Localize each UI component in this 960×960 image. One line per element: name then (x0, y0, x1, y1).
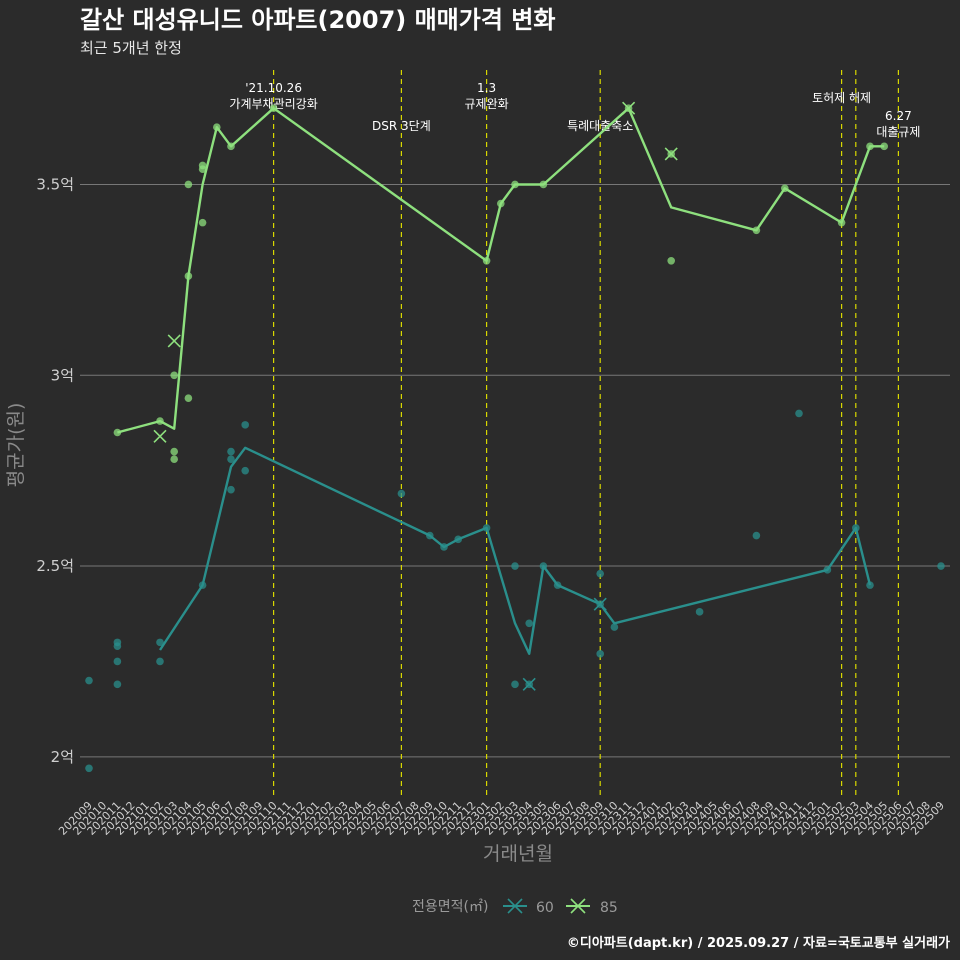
data-point-60 (539, 562, 548, 570)
cross-marker-85 (664, 147, 678, 161)
chart-title: 갈산 대성유니드 아파트(2007) 매매가격 변화 (80, 6, 555, 34)
y-tick-label: 2.5억 (36, 557, 74, 575)
cross-marker-60 (593, 597, 607, 611)
data-point-85 (752, 226, 761, 235)
data-point-60 (553, 581, 562, 589)
data-point-85 (113, 428, 122, 437)
data-point-85 (170, 455, 178, 464)
data-point-60 (156, 657, 164, 666)
data-series (85, 101, 945, 773)
data-point-85 (482, 256, 491, 265)
legend: 전용면적(㎡) 60 85 (412, 898, 618, 916)
data-point-85 (213, 123, 221, 132)
y-axis-ticks: 2억 2.5억 3억 3.5억 (36, 175, 74, 765)
gridlines (80, 183, 950, 758)
data-point-60 (241, 421, 249, 429)
event-label: 특례대출축소 (567, 119, 633, 133)
data-point-60 (198, 581, 207, 589)
data-point-60 (610, 623, 619, 631)
data-point-60 (454, 535, 463, 544)
data-point-60 (866, 581, 874, 589)
data-point-85 (184, 180, 193, 189)
cross-marker-60 (522, 677, 536, 691)
cross-marker-85 (153, 429, 167, 443)
y-axis-title: 평균가(원) (5, 403, 27, 488)
data-point-60 (752, 531, 761, 540)
data-point-85 (269, 104, 278, 112)
legend-key-cross-60 (507, 898, 523, 914)
data-point-60 (525, 619, 533, 628)
data-point-85 (781, 184, 789, 193)
data-point-60 (397, 489, 406, 498)
data-point-85 (866, 142, 874, 151)
data-point-85 (511, 180, 519, 189)
data-point-85 (184, 272, 193, 280)
event-label: 가계부채관리강화 (229, 97, 317, 111)
data-point-60 (426, 531, 434, 540)
y-tick-label: 3.5억 (36, 175, 74, 193)
y-tick-label: 3억 (51, 366, 74, 384)
data-point-60 (511, 680, 519, 689)
cross-marker-85 (622, 101, 636, 115)
chart-subtitle: 최근 5개년 한정 (80, 39, 182, 57)
source-caption: ©디아파트(dapt.kr) / 2025.09.27 / 자료=국토교통부 실… (567, 935, 950, 951)
data-point-85 (539, 180, 548, 189)
data-point-60 (852, 524, 860, 532)
legend-keys (503, 898, 590, 914)
y-tick-label: 2억 (51, 748, 74, 766)
data-point-60 (227, 447, 235, 456)
data-point-85 (837, 218, 846, 227)
data-point-60 (511, 562, 519, 570)
data-point-60 (227, 455, 235, 464)
legend-title: 전용면적(㎡) (412, 899, 488, 915)
event-label: '21.10.26 (245, 81, 302, 95)
data-point-85 (497, 199, 505, 208)
data-point-85 (198, 165, 207, 174)
legend-key-cross-85 (570, 898, 586, 914)
legend-label-60: 60 (536, 900, 554, 916)
legend-label-85: 85 (600, 900, 618, 916)
data-point-60 (241, 466, 249, 475)
event-label: 1.3 (477, 81, 496, 95)
data-point-60 (113, 680, 122, 689)
data-point-60 (795, 409, 803, 418)
data-point-85 (227, 142, 235, 151)
data-point-60 (227, 485, 235, 494)
event-label: 토허제 해제 (812, 91, 871, 105)
event-label: DSR 3단계 (372, 119, 431, 133)
data-point-60 (695, 608, 704, 616)
data-point-85 (156, 417, 164, 425)
series-line-85 (117, 106, 885, 434)
data-point-85 (170, 371, 178, 380)
data-point-60 (440, 543, 448, 551)
data-point-60 (937, 562, 945, 570)
x-axis-ticks: 2020092020102020112020122021012021022021… (56, 799, 947, 838)
data-point-85 (170, 447, 178, 456)
data-point-85 (667, 256, 675, 265)
data-point-60 (596, 569, 604, 578)
data-point-60 (113, 657, 122, 666)
event-label: 6.27 (885, 109, 912, 123)
data-point-60 (113, 642, 122, 650)
data-point-85 (184, 394, 193, 402)
cross-marker-85 (167, 334, 181, 348)
data-point-60 (85, 764, 93, 773)
event-label: 대출규제 (876, 125, 920, 139)
data-point-60 (823, 566, 832, 574)
data-point-85 (880, 142, 888, 151)
data-point-60 (482, 524, 491, 532)
x-axis-title: 거래년월 (483, 843, 553, 865)
event-label: 규제완화 (465, 97, 509, 111)
data-point-60 (85, 676, 93, 685)
data-point-60 (156, 638, 164, 647)
data-point-60 (596, 650, 604, 658)
series-line-60 (158, 446, 872, 655)
data-point-85 (198, 218, 207, 227)
